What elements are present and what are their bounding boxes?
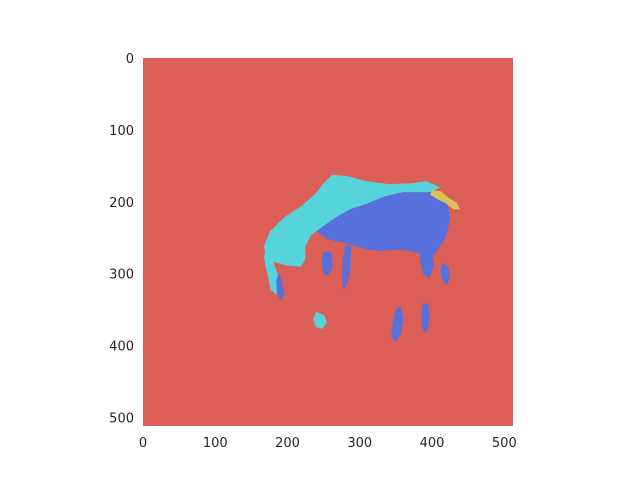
y-tick-label: 300 <box>109 268 134 283</box>
y-tick-label: 0 <box>126 52 134 67</box>
y-tick-label: 100 <box>109 124 134 139</box>
segment-hind-hoof <box>421 303 430 334</box>
x-tick-label: 0 <box>139 436 147 451</box>
x-tick-label: 200 <box>275 436 300 451</box>
x-tick-label: 500 <box>492 436 517 451</box>
y-axis: 0 100 200 300 400 500 <box>109 52 134 426</box>
segment-neck <box>263 174 440 267</box>
background-region <box>143 58 513 426</box>
y-tick-label: 400 <box>109 340 134 355</box>
segment-hind-leg-back <box>440 263 450 286</box>
segment-hind-leg-lower <box>391 306 404 342</box>
segment-front-leg-right <box>342 245 352 290</box>
segment-front-leg-left <box>321 251 333 276</box>
segment-hind-leg-upper <box>420 245 434 279</box>
segment-head-detail <box>276 273 285 300</box>
x-tick-label: 100 <box>203 436 228 451</box>
x-axis: 0 100 200 300 400 500 <box>139 436 517 451</box>
plot-area <box>143 58 513 426</box>
x-tick-label: 300 <box>347 436 372 451</box>
y-tick-label: 200 <box>109 196 134 211</box>
x-tick-label: 400 <box>420 436 445 451</box>
segment-tail <box>430 189 460 210</box>
segment-mouth <box>313 311 328 329</box>
y-tick-label: 500 <box>109 411 134 426</box>
segment-head <box>263 247 280 295</box>
